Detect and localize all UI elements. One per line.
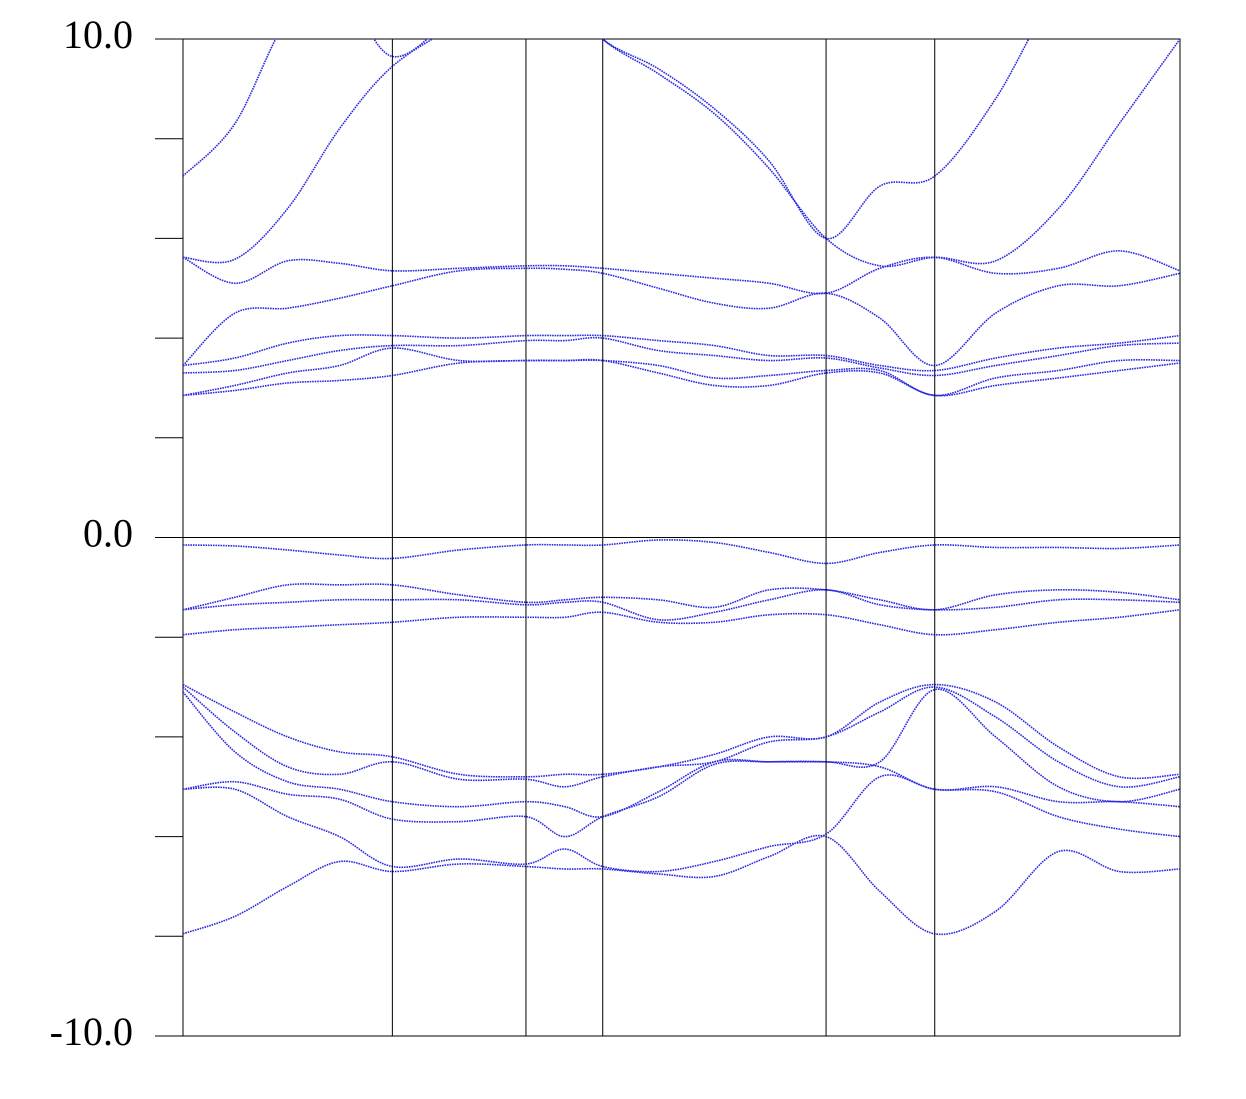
band (183, 774, 1180, 873)
band (183, 686, 1180, 788)
band (183, 358, 1180, 397)
bands (183, 39, 1180, 936)
band (183, 336, 1180, 377)
y-tick-label: 0.0 (83, 511, 133, 556)
band (183, 688, 1180, 818)
band (183, 539, 1180, 565)
band (183, 334, 1180, 372)
band (183, 760, 1180, 838)
band (183, 39, 1030, 240)
band (183, 683, 1180, 780)
band (183, 583, 1180, 611)
band (183, 608, 1180, 636)
band (183, 589, 1180, 621)
band (183, 250, 1180, 295)
y-tick-label: 10.0 (63, 12, 133, 57)
band (183, 39, 1180, 268)
y-tick-label: -10.0 (50, 1009, 133, 1054)
band (183, 267, 1180, 367)
band (183, 347, 1180, 397)
band (183, 834, 1180, 936)
